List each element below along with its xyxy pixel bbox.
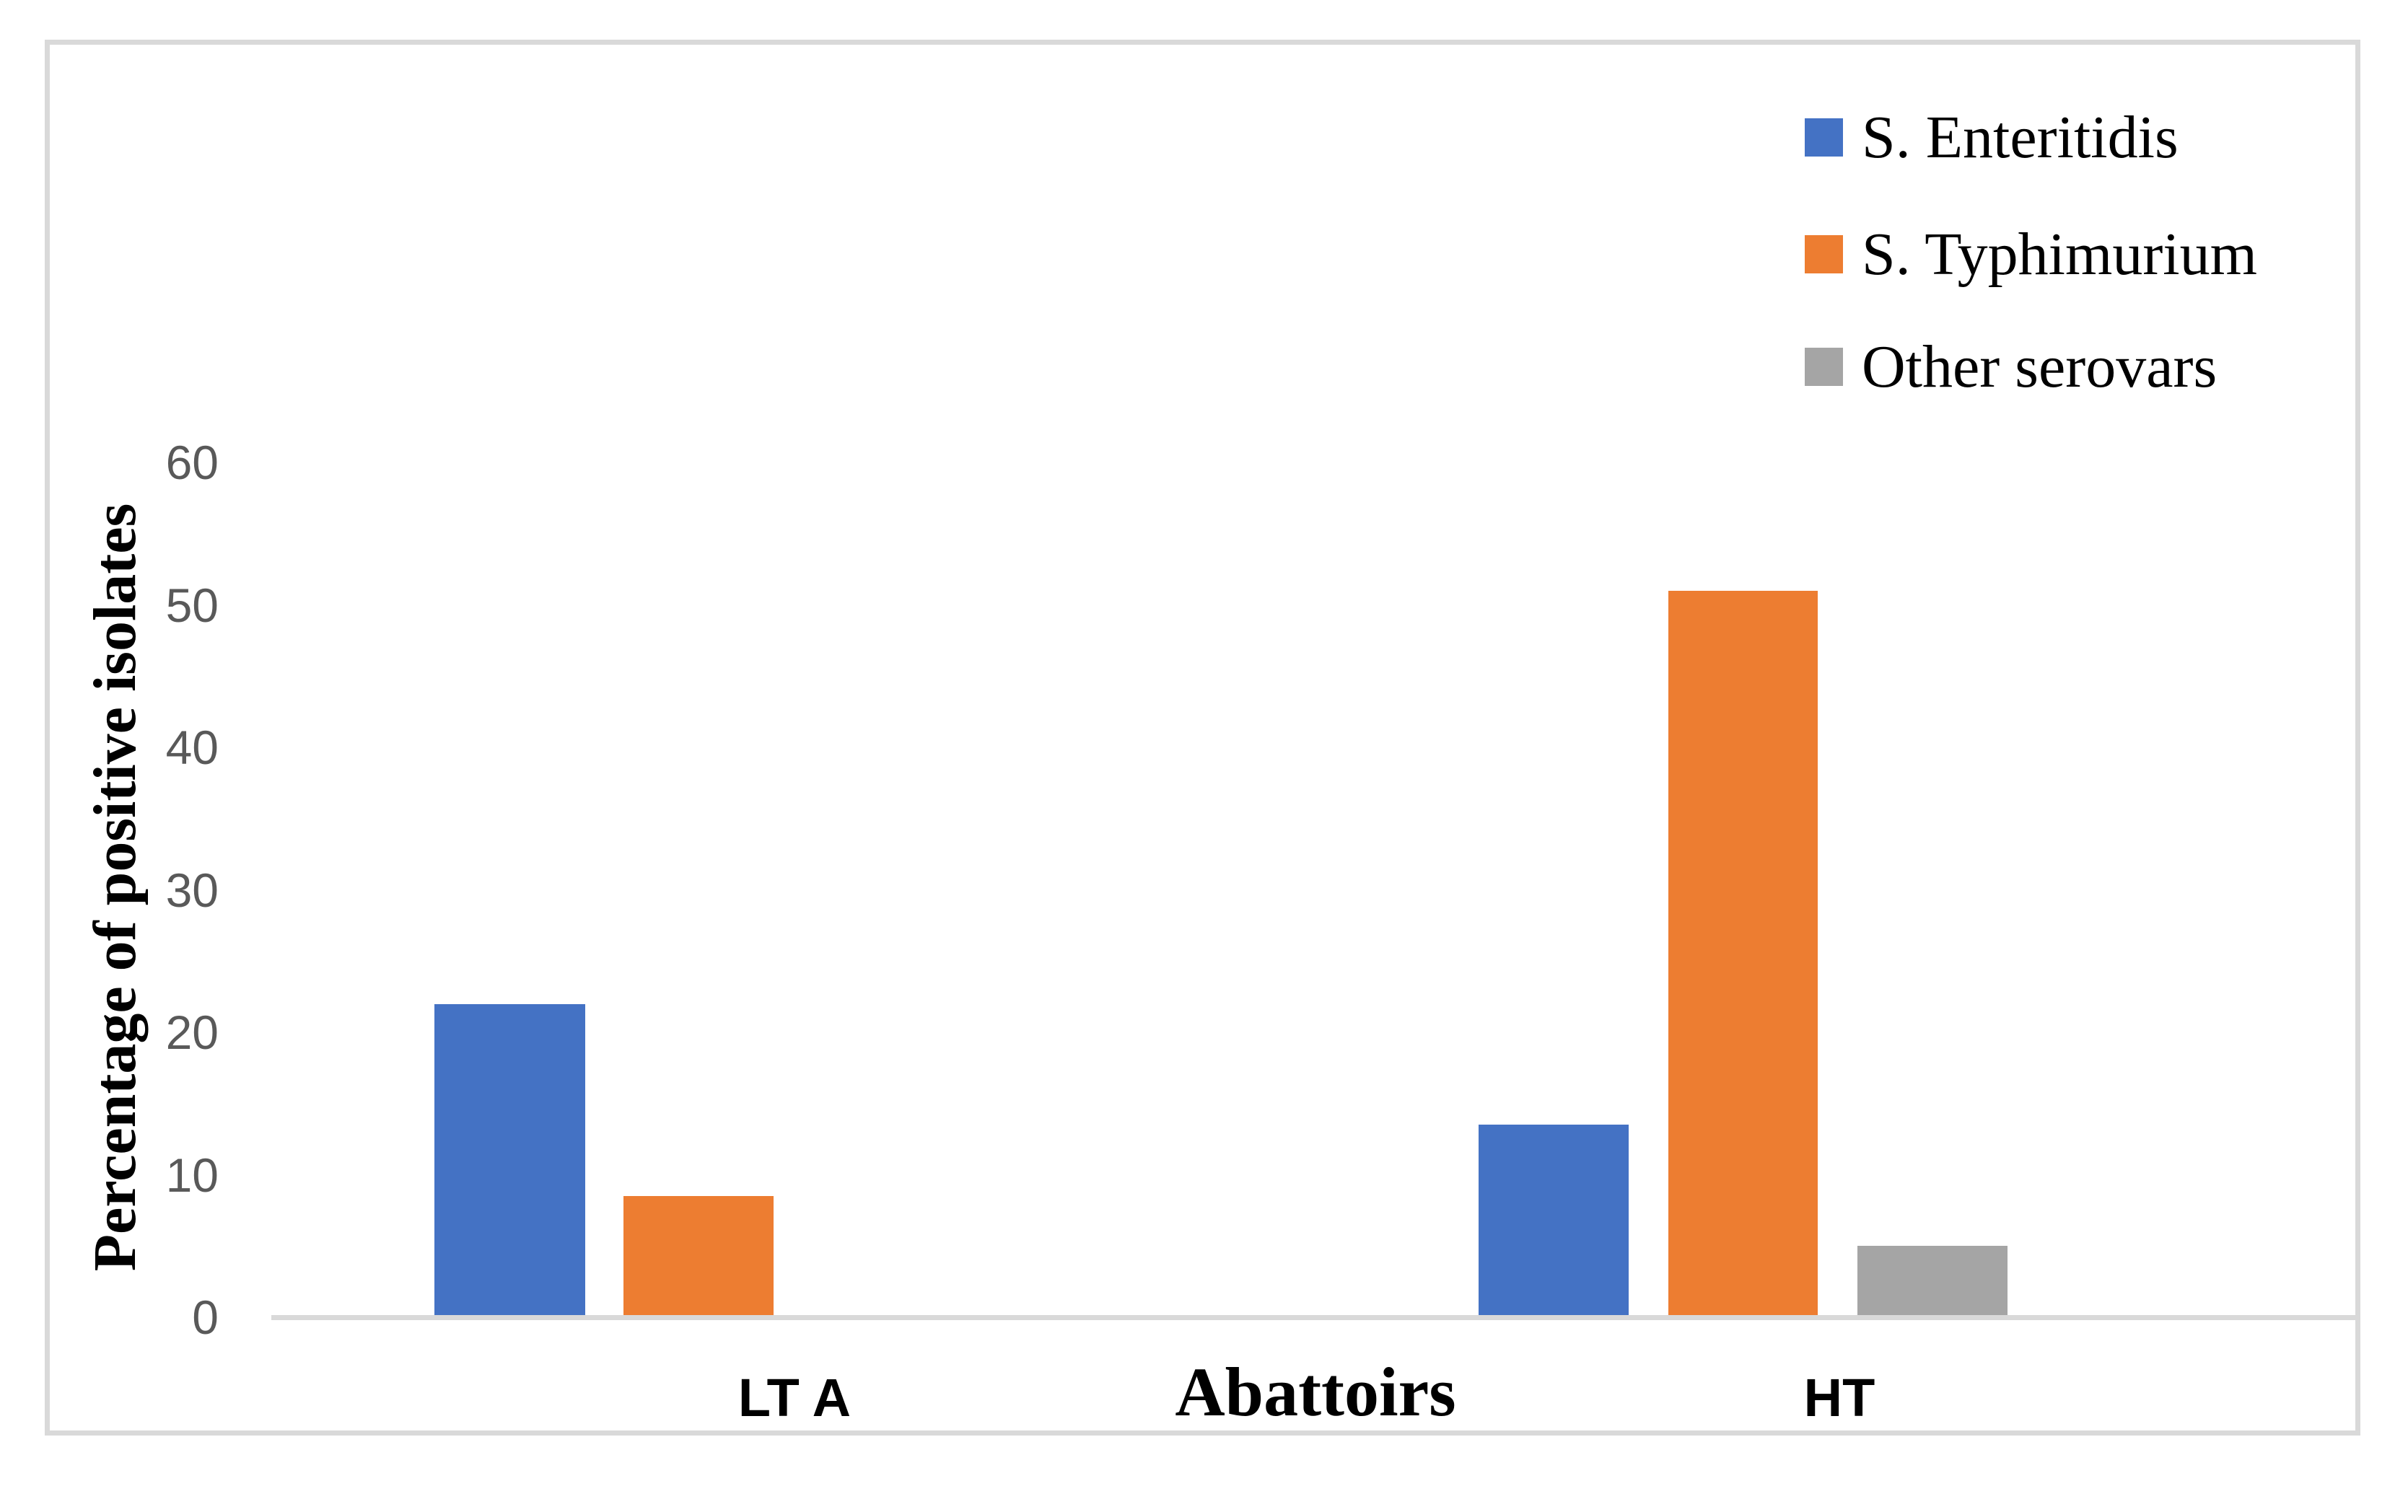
bar-ht-s-typhimurium [1668,590,1818,1317]
y-tick-label: 20 [165,1006,219,1059]
y-tick-label: 30 [165,863,219,917]
legend-swatch-other-serovars [1805,347,1843,386]
bar-ht-other-serovars [1857,1246,2008,1317]
y-tick-label: 10 [165,1148,219,1202]
x-axis-title: Abattoirs [1175,1353,1456,1430]
bar-ht-s-enteritidis [1479,1125,1629,1317]
legend-label-enteritidis: S. Enteritidis [1862,103,2179,171]
y-tick-label: 0 [192,1291,219,1344]
legend-swatch-typhimurium [1805,234,1843,273]
y-tick-label: 60 [165,436,219,489]
legend-item-typhimurium: S. Typhimurium [1805,216,2257,292]
legend-label-typhimurium: S. Typhimurium [1862,220,2257,288]
legend-label-other-serovars: Other serovars [1862,333,2217,400]
y-tick-label: 50 [165,579,219,632]
bar-lta-s-enteritidis [434,1003,585,1317]
bar-lta-s-typhimurium [623,1196,774,1317]
y-tick-label: 40 [165,721,219,774]
x-axis-line [271,1315,2358,1320]
legend-item-enteritidis: S. Enteritidis [1805,99,2179,175]
legend-item-other-serovars: Other serovars [1805,328,2217,405]
figure-border [45,40,2360,1436]
x-category-label-ht: HT [1803,1368,1875,1428]
legend-swatch-enteritidis [1805,118,1843,157]
x-category-label-lta: LT A [737,1368,851,1428]
